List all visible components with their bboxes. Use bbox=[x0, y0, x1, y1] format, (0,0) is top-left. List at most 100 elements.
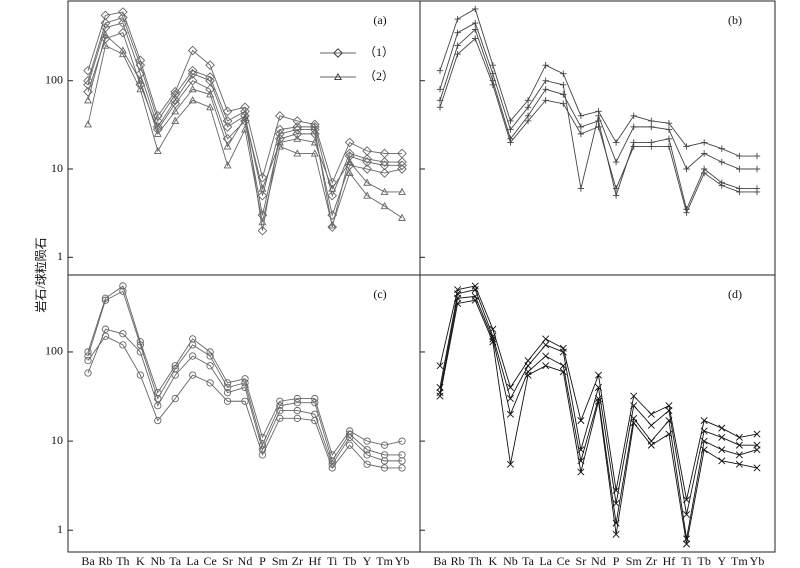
x-tick-label: Tb bbox=[343, 554, 356, 568]
marker bbox=[293, 406, 301, 415]
marker bbox=[524, 371, 532, 379]
marker bbox=[612, 192, 620, 199]
marker bbox=[363, 446, 371, 454]
marker bbox=[436, 362, 444, 370]
marker bbox=[647, 421, 655, 429]
marker bbox=[258, 451, 267, 459]
x-tick-label: Hf bbox=[663, 554, 676, 568]
marker bbox=[187, 75, 198, 86]
marker bbox=[454, 29, 461, 36]
marker bbox=[594, 383, 603, 391]
marker bbox=[489, 81, 497, 88]
marker bbox=[560, 100, 567, 107]
marker bbox=[577, 185, 585, 192]
marker bbox=[334, 72, 342, 81]
marker bbox=[275, 129, 285, 139]
x-tick-label: Rb bbox=[451, 554, 465, 568]
marker bbox=[380, 187, 389, 195]
marker bbox=[454, 15, 461, 23]
marker bbox=[222, 116, 233, 126]
marker bbox=[345, 168, 354, 177]
x-tick-label: Y bbox=[363, 554, 372, 568]
x-tick-label: Sm bbox=[272, 554, 289, 568]
marker bbox=[735, 433, 743, 441]
marker bbox=[328, 221, 337, 229]
marker bbox=[171, 107, 180, 115]
marker bbox=[171, 116, 180, 124]
marker bbox=[542, 77, 549, 84]
marker bbox=[700, 169, 708, 177]
marker bbox=[436, 67, 444, 74]
legend-label: （2） bbox=[364, 69, 394, 83]
marker bbox=[333, 48, 343, 58]
x-tick-label: Ba bbox=[433, 554, 447, 568]
marker bbox=[206, 348, 214, 356]
x-tick-label: La bbox=[186, 554, 199, 568]
marker bbox=[506, 410, 514, 418]
marker bbox=[612, 139, 620, 146]
marker bbox=[718, 446, 726, 454]
marker bbox=[753, 188, 761, 196]
marker bbox=[542, 335, 550, 343]
marker bbox=[84, 96, 92, 104]
marker bbox=[398, 213, 406, 221]
x-tick-label: Ta bbox=[522, 554, 534, 568]
marker bbox=[665, 407, 673, 415]
marker bbox=[718, 424, 726, 432]
x-tick-label: Ti bbox=[327, 554, 338, 568]
marker bbox=[362, 157, 372, 167]
x-tick-label: Ta bbox=[169, 554, 181, 568]
marker bbox=[154, 416, 162, 425]
marker bbox=[241, 383, 249, 392]
marker bbox=[524, 97, 532, 104]
marker bbox=[648, 123, 655, 131]
panel-label: (a) bbox=[373, 13, 386, 27]
marker bbox=[379, 160, 390, 171]
marker bbox=[241, 379, 249, 387]
marker bbox=[630, 402, 638, 410]
marker bbox=[188, 85, 197, 93]
marker bbox=[154, 394, 162, 403]
marker bbox=[276, 397, 284, 405]
marker bbox=[293, 394, 301, 403]
marker bbox=[753, 446, 761, 454]
marker bbox=[222, 106, 233, 117]
marker bbox=[454, 50, 461, 58]
marker bbox=[119, 330, 127, 338]
x-tick-label: Hf bbox=[308, 554, 321, 568]
x-tick-label: Zr bbox=[646, 554, 657, 568]
marker bbox=[577, 130, 585, 138]
x-tick-label: P bbox=[613, 554, 620, 568]
marker bbox=[206, 90, 215, 98]
marker bbox=[187, 65, 198, 76]
marker bbox=[118, 7, 128, 17]
x-tick-label: Ce bbox=[557, 554, 570, 568]
marker bbox=[718, 158, 725, 166]
marker bbox=[135, 60, 146, 71]
marker bbox=[328, 464, 336, 472]
marker bbox=[594, 395, 603, 403]
marker bbox=[189, 352, 197, 360]
marker bbox=[293, 134, 302, 142]
marker bbox=[136, 371, 144, 379]
marker bbox=[700, 427, 708, 435]
marker bbox=[542, 341, 550, 349]
marker bbox=[292, 122, 303, 132]
marker bbox=[397, 157, 407, 167]
x-tick-label: Ti bbox=[681, 554, 692, 568]
marker bbox=[594, 397, 603, 405]
marker bbox=[258, 446, 267, 454]
marker bbox=[577, 468, 585, 476]
marker bbox=[595, 123, 602, 131]
marker bbox=[736, 152, 743, 160]
marker bbox=[560, 70, 567, 77]
series-line bbox=[87, 44, 403, 227]
marker bbox=[311, 398, 319, 407]
marker bbox=[118, 46, 127, 54]
marker bbox=[379, 168, 390, 178]
marker bbox=[647, 410, 655, 418]
marker bbox=[241, 397, 249, 405]
marker bbox=[577, 112, 585, 120]
marker bbox=[101, 41, 110, 49]
